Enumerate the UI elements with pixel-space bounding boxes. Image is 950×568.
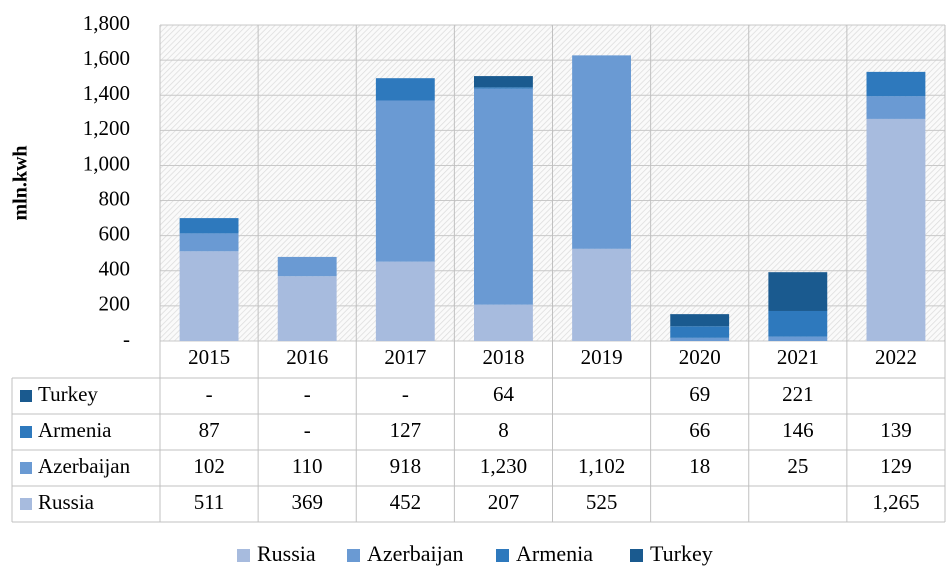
bar-segment xyxy=(670,326,730,338)
table-cell: 129 xyxy=(880,454,912,478)
table-cell: 146 xyxy=(782,418,814,442)
bar-segment xyxy=(179,218,239,234)
table-swatch xyxy=(20,426,32,438)
legend-swatch xyxy=(630,549,643,562)
x-tick-label: 2016 xyxy=(286,345,328,369)
table-cell: 127 xyxy=(390,418,422,442)
table-cell: 64 xyxy=(493,382,515,406)
table-cell: 525 xyxy=(586,490,618,514)
x-tick-label: 2015 xyxy=(188,345,230,369)
legend-swatch xyxy=(237,549,250,562)
table-cell: 8 xyxy=(498,418,509,442)
table-cell: 87 xyxy=(199,418,220,442)
table-cell: 1,265 xyxy=(872,490,919,514)
table-cell: 110 xyxy=(292,454,323,478)
y-tick-label: - xyxy=(123,327,130,351)
bar-segment xyxy=(572,55,631,249)
table-cell: 207 xyxy=(488,490,520,514)
bar-segment xyxy=(375,100,435,262)
y-tick-label: 1,600 xyxy=(83,46,130,70)
bar-segment xyxy=(768,272,828,311)
table-cell: 102 xyxy=(193,454,225,478)
table-cell: 18 xyxy=(689,454,710,478)
table-cell: 918 xyxy=(390,454,422,478)
table-row-header: Azerbaijan xyxy=(38,454,131,478)
table-cell: 1,102 xyxy=(578,454,625,478)
y-tick-label: 1,000 xyxy=(83,151,130,175)
table-cell: 511 xyxy=(194,490,225,514)
bar-segment xyxy=(474,88,533,305)
legend-label: Armenia xyxy=(516,541,593,566)
y-tick-label: 400 xyxy=(99,257,131,281)
legend-swatch xyxy=(496,549,509,562)
bar-segment xyxy=(572,248,631,341)
bar-segment xyxy=(866,96,926,119)
legend-label: Azerbaijan xyxy=(367,541,464,566)
bar-segment xyxy=(768,310,828,337)
bar-segment xyxy=(375,261,435,341)
bar-segment xyxy=(866,118,926,341)
bar-segment xyxy=(670,337,730,341)
bar-segment xyxy=(670,314,730,327)
table-cell: - xyxy=(402,382,409,406)
x-tick-label: 2017 xyxy=(384,345,426,369)
x-tick-label: 2020 xyxy=(679,345,721,369)
table-row-header: Russia xyxy=(38,490,95,514)
y-axis-label: mln.kwh xyxy=(10,145,32,220)
table-row-header: Armenia xyxy=(38,418,112,442)
y-tick-label: 1,400 xyxy=(83,81,130,105)
table-swatch xyxy=(20,498,32,510)
table-cell: 66 xyxy=(689,418,710,442)
table-cell: 69 xyxy=(689,382,710,406)
bar-segment xyxy=(474,76,533,88)
bar-segment xyxy=(375,78,435,101)
table-cell: 1,230 xyxy=(480,454,527,478)
table-cell: 139 xyxy=(880,418,912,442)
bar-segment xyxy=(768,336,828,341)
bar-segment xyxy=(179,251,239,341)
legend-swatch xyxy=(347,549,360,562)
y-tick-label: 1,800 xyxy=(83,11,130,35)
table-cell: 369 xyxy=(291,490,323,514)
bar-segment xyxy=(277,256,337,277)
table-cell: - xyxy=(206,382,213,406)
table-cell: - xyxy=(304,382,311,406)
table-swatch xyxy=(20,462,32,474)
x-tick-label: 2018 xyxy=(482,345,524,369)
y-tick-label: 600 xyxy=(99,221,131,245)
bar-segment xyxy=(179,233,239,252)
legend-label: Turkey xyxy=(650,541,713,566)
table-cell: 25 xyxy=(787,454,808,478)
y-tick-label: 800 xyxy=(99,186,131,210)
table-cell: 452 xyxy=(390,490,422,514)
table-cell: - xyxy=(304,418,311,442)
table-cell: 221 xyxy=(782,382,814,406)
y-tick-label: 200 xyxy=(99,292,131,316)
bar-segment xyxy=(277,276,337,341)
y-tick-label: 1,200 xyxy=(83,116,130,140)
x-tick-label: 2021 xyxy=(777,345,819,369)
table-swatch xyxy=(20,390,32,402)
bar-segment xyxy=(866,71,926,97)
bar-segment xyxy=(474,87,533,89)
bar-segment xyxy=(474,304,533,341)
legend-label: Russia xyxy=(257,541,316,566)
x-tick-label: 2022 xyxy=(875,345,917,369)
x-tick-label: 2019 xyxy=(581,345,623,369)
table-row-header: Turkey xyxy=(38,382,98,406)
